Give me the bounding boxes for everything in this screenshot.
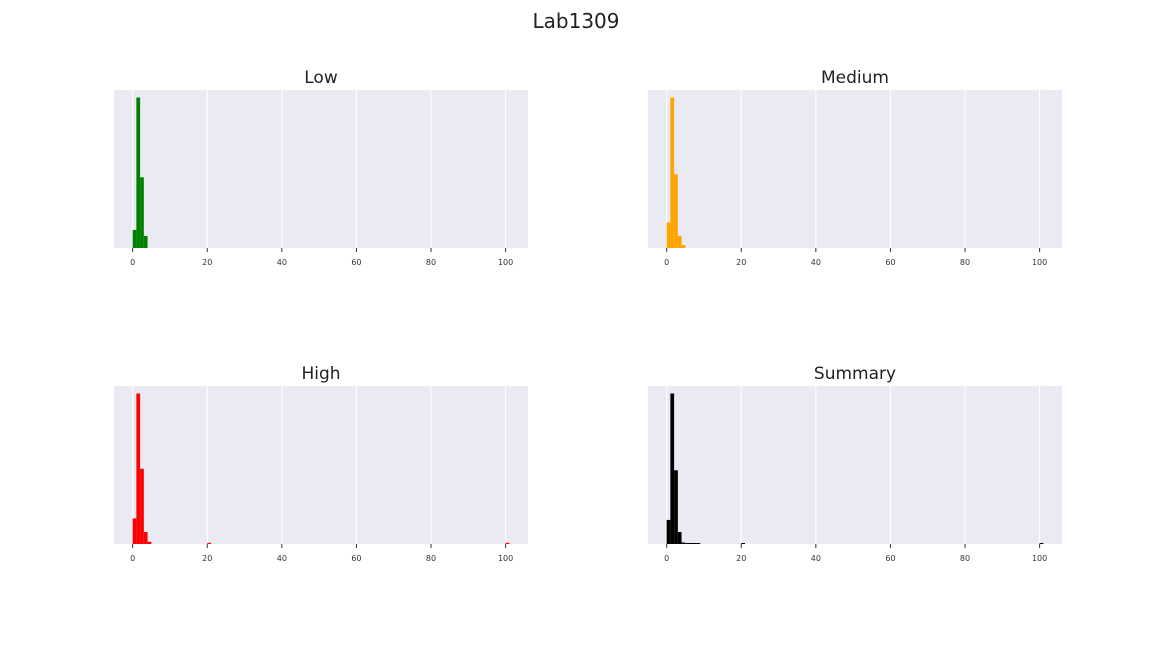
histogram-bar (681, 244, 686, 248)
histogram-bar (741, 543, 745, 544)
plot-area (114, 386, 528, 544)
subplot-title: Low (304, 68, 338, 88)
histogram-bar (666, 222, 671, 248)
x-tick-label: 40 (277, 258, 287, 267)
histogram-bar (143, 531, 148, 544)
x-tick-label: 80 (426, 258, 436, 267)
x-tick-label: 60 (885, 258, 895, 267)
histogram-bar (674, 470, 678, 544)
x-tick-label: 60 (351, 258, 361, 267)
histogram-bar (677, 531, 682, 544)
x-tick-label: 0 (664, 258, 669, 267)
subplot-low: 0 20 40 60 80 100 Low (114, 68, 528, 267)
x-tick-label: 100 (1032, 554, 1047, 563)
x-tick-label: 100 (498, 258, 513, 267)
subplot-grid: 0 20 40 60 80 100 Low 0 20 40 60 80 100 Medium 0 20 40 60… (114, 68, 1062, 563)
histogram-bar (136, 393, 141, 544)
subplot-title: High (301, 364, 340, 384)
histogram-bar (207, 542, 211, 544)
x-tick-label: 20 (202, 554, 212, 563)
x-tick-label: 60 (885, 554, 895, 563)
figure-title: Lab1309 (533, 9, 620, 33)
histogram-bar (666, 519, 671, 544)
subplot-summary: 0 20 40 60 80 100 Summary (648, 364, 1062, 563)
histogram-bar (674, 174, 678, 248)
x-tick-label: 80 (960, 554, 970, 563)
histogram-bar (136, 97, 141, 249)
histogram-bar (140, 177, 144, 248)
subplot-medium: 0 20 40 60 80 100 Medium (648, 68, 1062, 267)
plot-area (648, 386, 1062, 544)
histogram-bar (140, 468, 144, 544)
histogram-bar (685, 543, 690, 544)
x-tick-label: 40 (277, 554, 287, 563)
histogram-bar (132, 518, 137, 544)
plot-area (648, 90, 1062, 248)
x-tick-label: 100 (1032, 258, 1047, 267)
x-tick-label: 0 (664, 554, 669, 563)
x-tick-label: 80 (426, 554, 436, 563)
x-tick-label: 40 (811, 554, 821, 563)
x-tick-label: 20 (736, 258, 746, 267)
x-tick-label: 80 (960, 258, 970, 267)
plot-area (114, 90, 528, 248)
histogram-bar (1039, 543, 1044, 544)
subplot-title: Medium (821, 68, 889, 88)
histogram-bar (681, 542, 686, 544)
x-tick-label: 20 (202, 258, 212, 267)
histogram-bar (505, 542, 510, 544)
histogram-bar (696, 543, 701, 544)
histogram-bar (147, 541, 152, 544)
histogram-bar (677, 235, 682, 248)
histogram-bar (143, 235, 148, 248)
histogram-bar (692, 543, 697, 544)
histogram-bar (670, 393, 675, 544)
subplot-high: 0 20 40 60 80 100 High (114, 364, 528, 563)
histogram-bar (670, 97, 675, 249)
x-tick-label: 0 (130, 258, 135, 267)
x-tick-label: 20 (736, 554, 746, 563)
subplot-title: Summary (814, 364, 896, 384)
histogram-bar (132, 229, 137, 248)
x-tick-label: 100 (498, 554, 513, 563)
x-tick-label: 0 (130, 554, 135, 563)
x-tick-label: 60 (351, 554, 361, 563)
x-tick-label: 40 (811, 258, 821, 267)
histogram-bar (689, 543, 693, 544)
